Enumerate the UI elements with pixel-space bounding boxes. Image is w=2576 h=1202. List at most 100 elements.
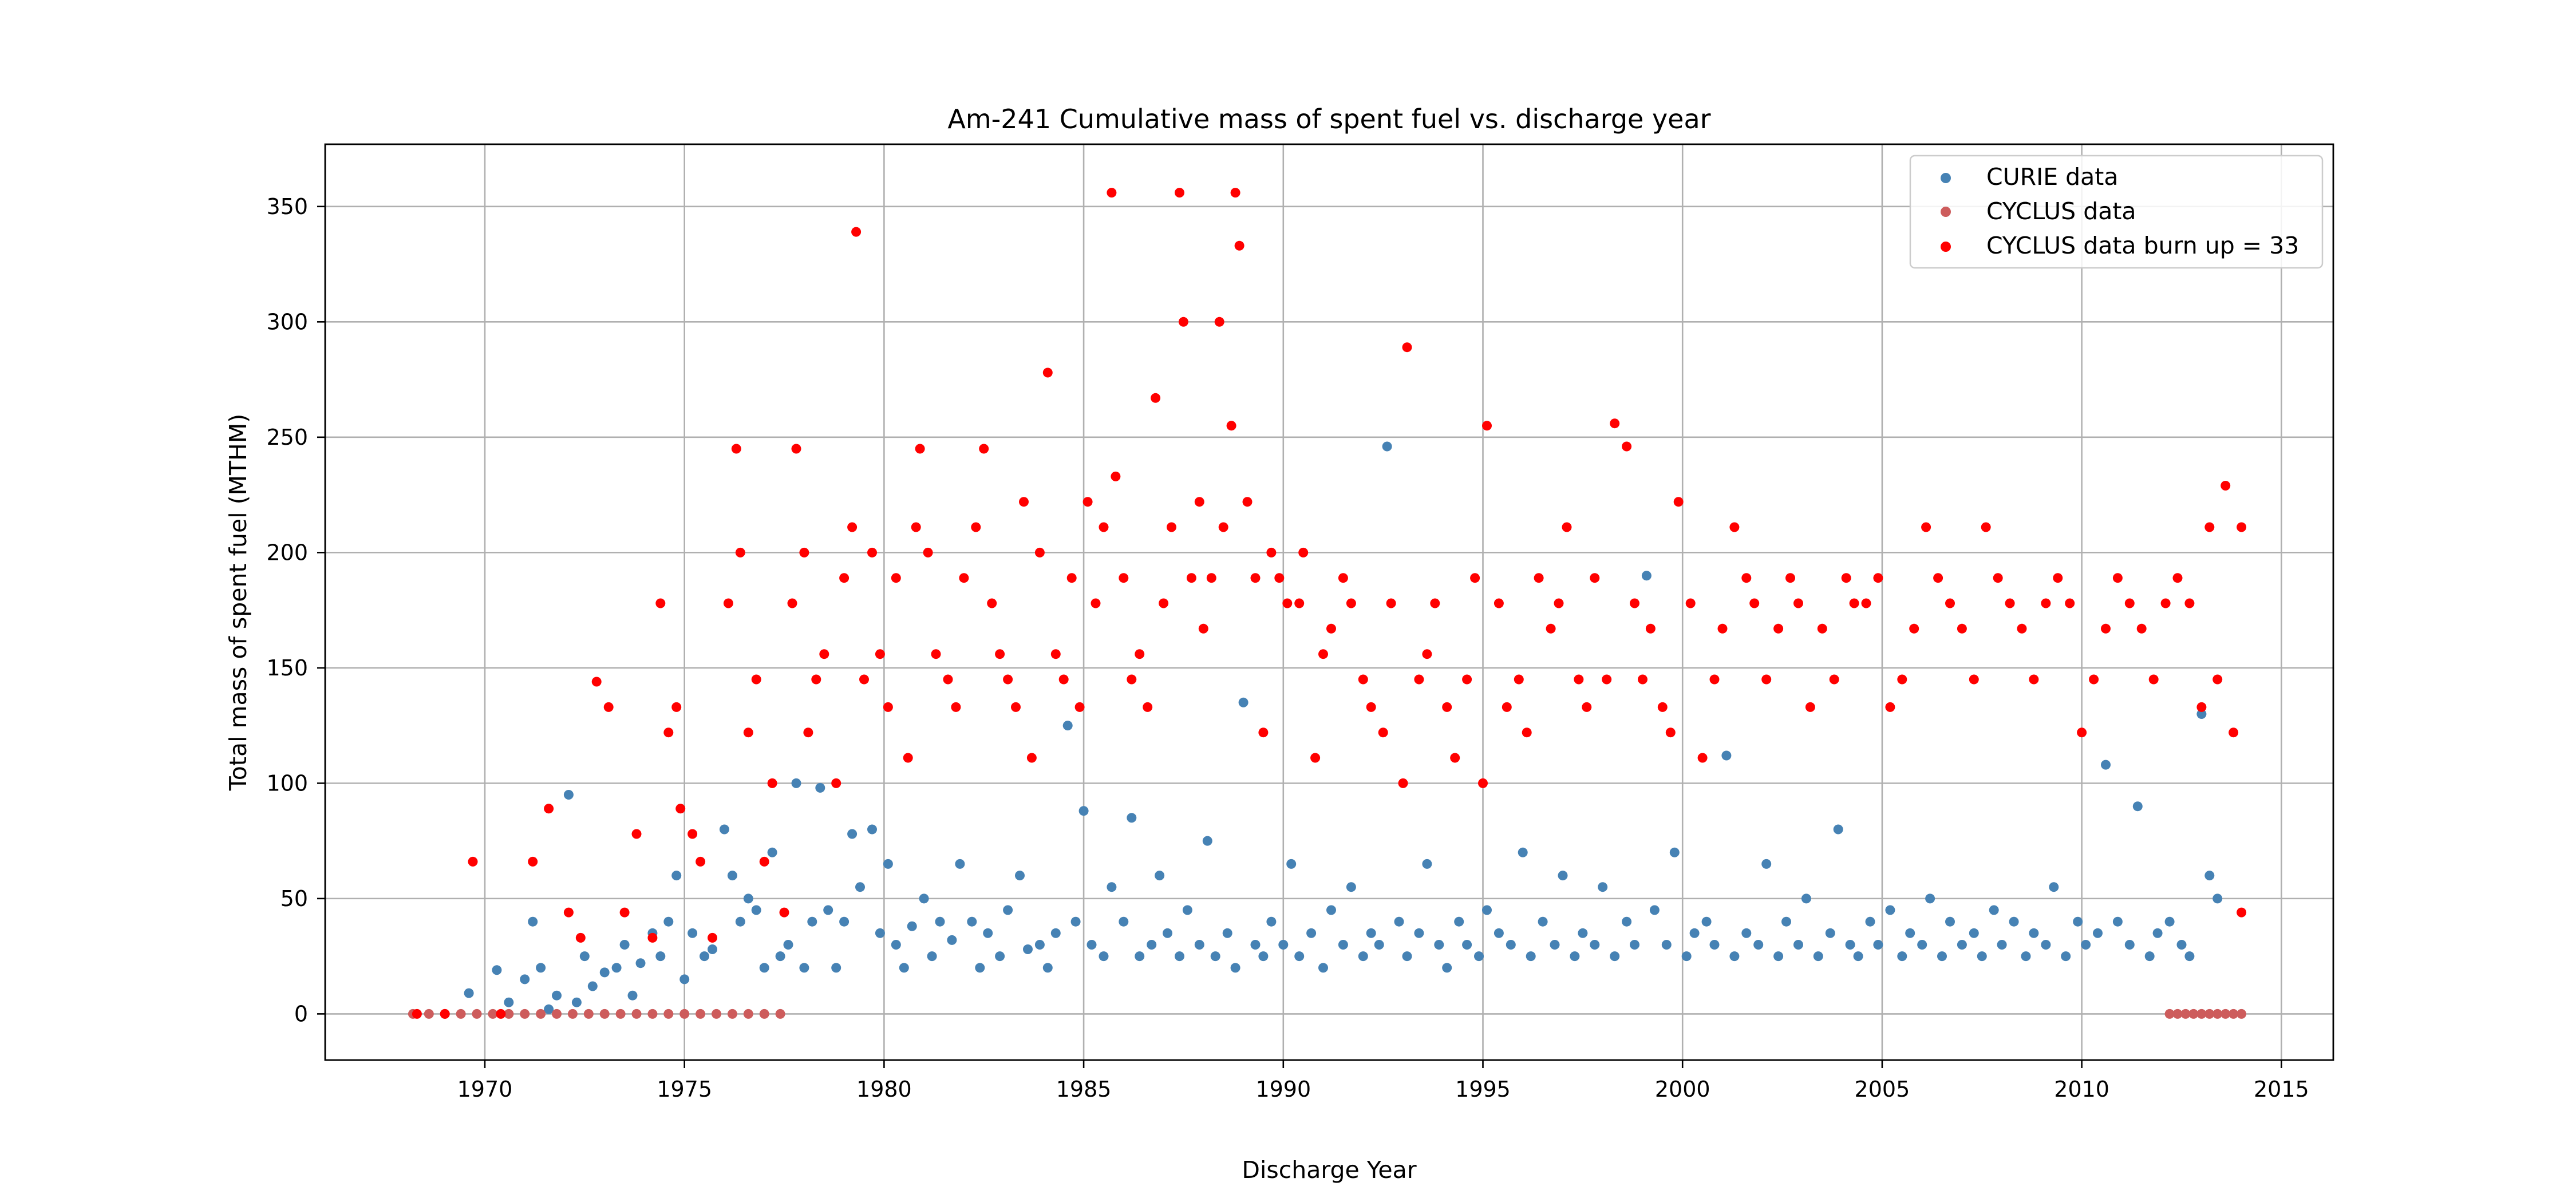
curie-point bbox=[919, 893, 929, 904]
cyclus-burnup-point bbox=[575, 932, 586, 943]
legend-label-cyclus-burnup: CYCLUS data burn up = 33 bbox=[1986, 232, 2299, 259]
curie-point bbox=[1127, 813, 1137, 823]
curie-point bbox=[1374, 940, 1384, 950]
cyclus-burnup-point bbox=[1590, 573, 1600, 583]
cyclus-burnup-point bbox=[2148, 674, 2159, 685]
cyclus-burnup-point bbox=[1761, 674, 1772, 685]
cyclus-burnup-point bbox=[1957, 623, 1967, 634]
cyclus-burnup-point bbox=[1242, 497, 1253, 507]
cyclus-burnup-point bbox=[1318, 649, 1328, 659]
curie-point bbox=[2196, 709, 2207, 719]
cyclus-burnup-point bbox=[839, 573, 850, 583]
cyclus-burnup-point bbox=[1050, 649, 1061, 659]
cyclus-burnup-point bbox=[1186, 573, 1196, 583]
curie-point bbox=[1163, 928, 1172, 938]
cyclus-burnup-point bbox=[655, 598, 666, 608]
curie-point bbox=[799, 963, 809, 973]
cyclus-burnup-point bbox=[1717, 623, 1728, 634]
cyclus-burnup-point bbox=[959, 573, 969, 583]
curie-point bbox=[1641, 571, 1652, 581]
cyclus-burnup-point bbox=[1011, 702, 1021, 712]
x-tick-label: 2015 bbox=[2254, 1077, 2309, 1102]
cyclus-burnup-point bbox=[1773, 623, 1784, 634]
cyclus-point bbox=[679, 1009, 690, 1019]
curie-point bbox=[1175, 951, 1184, 962]
curie-point bbox=[2029, 928, 2039, 938]
curie-point bbox=[1394, 916, 1404, 927]
cyclus-burnup-point bbox=[1198, 623, 1208, 634]
cyclus-burnup-point bbox=[2204, 522, 2215, 532]
cyclus-burnup-point bbox=[1226, 421, 1236, 431]
curie-point bbox=[1326, 905, 1336, 915]
cyclus-burnup-point bbox=[1622, 441, 1632, 452]
cyclus-point bbox=[536, 1009, 546, 1019]
curie-point bbox=[1454, 916, 1464, 927]
cyclus-point bbox=[647, 1009, 658, 1019]
legend-marker-cyclus bbox=[1941, 207, 1951, 217]
curie-point bbox=[599, 967, 610, 978]
curie-point bbox=[2021, 951, 2031, 962]
cyclus-point bbox=[775, 1009, 785, 1019]
cyclus-burnup-point bbox=[1562, 522, 1572, 532]
cyclus-point bbox=[424, 1009, 434, 1019]
cyclus-burnup-point bbox=[1502, 702, 1512, 712]
cyclus-burnup-point bbox=[891, 573, 901, 583]
curie-point bbox=[975, 963, 985, 973]
curie-point bbox=[839, 916, 850, 927]
y-tick-label: 300 bbox=[266, 309, 308, 334]
cyclus-point bbox=[599, 1009, 610, 1019]
cyclus-burnup-point bbox=[1482, 421, 1492, 431]
cyclus-burnup-point bbox=[923, 547, 933, 557]
curie-point bbox=[907, 921, 917, 931]
y-axis-label: Total mass of spent fuel (MTHM) bbox=[224, 414, 252, 792]
curie-point bbox=[1286, 859, 1297, 869]
cyclus-point bbox=[2164, 1009, 2175, 1019]
curie-point bbox=[1278, 940, 1289, 950]
cyclus-burnup-point bbox=[2229, 727, 2239, 738]
curie-point bbox=[1155, 871, 1165, 881]
curie-point bbox=[1070, 916, 1081, 927]
cyclus-burnup-point bbox=[903, 753, 913, 763]
curie-point bbox=[1610, 951, 1620, 962]
curie-point bbox=[688, 928, 698, 938]
cyclus-burnup-point bbox=[2221, 481, 2231, 491]
cyclus-burnup-point bbox=[2160, 598, 2171, 608]
cyclus-burnup-point bbox=[1258, 727, 1269, 738]
cyclus-burnup-point bbox=[883, 702, 893, 712]
cyclus-burnup-point bbox=[931, 649, 941, 659]
cyclus-burnup-point bbox=[1206, 573, 1216, 583]
cyclus-point bbox=[583, 1009, 594, 1019]
cyclus-point bbox=[567, 1009, 578, 1019]
cyclus-point bbox=[2229, 1009, 2239, 1019]
curie-point bbox=[2132, 801, 2143, 812]
curie-point bbox=[2204, 871, 2215, 881]
cyclus-point bbox=[2180, 1009, 2191, 1019]
cyclus-burnup-point bbox=[1602, 674, 1612, 685]
curie-point bbox=[927, 951, 937, 962]
curie-point bbox=[1042, 963, 1053, 973]
curie-point bbox=[735, 916, 745, 927]
cyclus-burnup-point bbox=[2172, 573, 2183, 583]
curie-point bbox=[504, 997, 514, 1007]
cyclus-burnup-point bbox=[544, 804, 554, 814]
curie-point bbox=[2009, 916, 2019, 927]
curie-point bbox=[727, 871, 737, 881]
cyclus-burnup-point bbox=[787, 598, 797, 608]
curie-point bbox=[2093, 928, 2103, 938]
curie-point bbox=[544, 1004, 554, 1014]
curie-point bbox=[1202, 836, 1212, 846]
curie-point bbox=[1402, 951, 1412, 962]
cyclus-burnup-point bbox=[1358, 674, 1368, 685]
curie-point bbox=[899, 963, 909, 973]
cyclus-burnup-point bbox=[987, 598, 997, 608]
curie-point bbox=[708, 944, 717, 954]
cyclus-burnup-point bbox=[1610, 418, 1620, 429]
y-tick-label: 50 bbox=[280, 886, 308, 911]
cyclus-burnup-point bbox=[1749, 598, 1760, 608]
curie-point bbox=[1550, 940, 1560, 950]
curie-point bbox=[2144, 951, 2155, 962]
curie-point bbox=[520, 974, 530, 984]
curie-point bbox=[2041, 940, 2051, 950]
cyclus-burnup-point bbox=[708, 932, 717, 943]
y-axis-ticks: 0 50 100 150 200 250 300 350 bbox=[266, 194, 325, 1026]
